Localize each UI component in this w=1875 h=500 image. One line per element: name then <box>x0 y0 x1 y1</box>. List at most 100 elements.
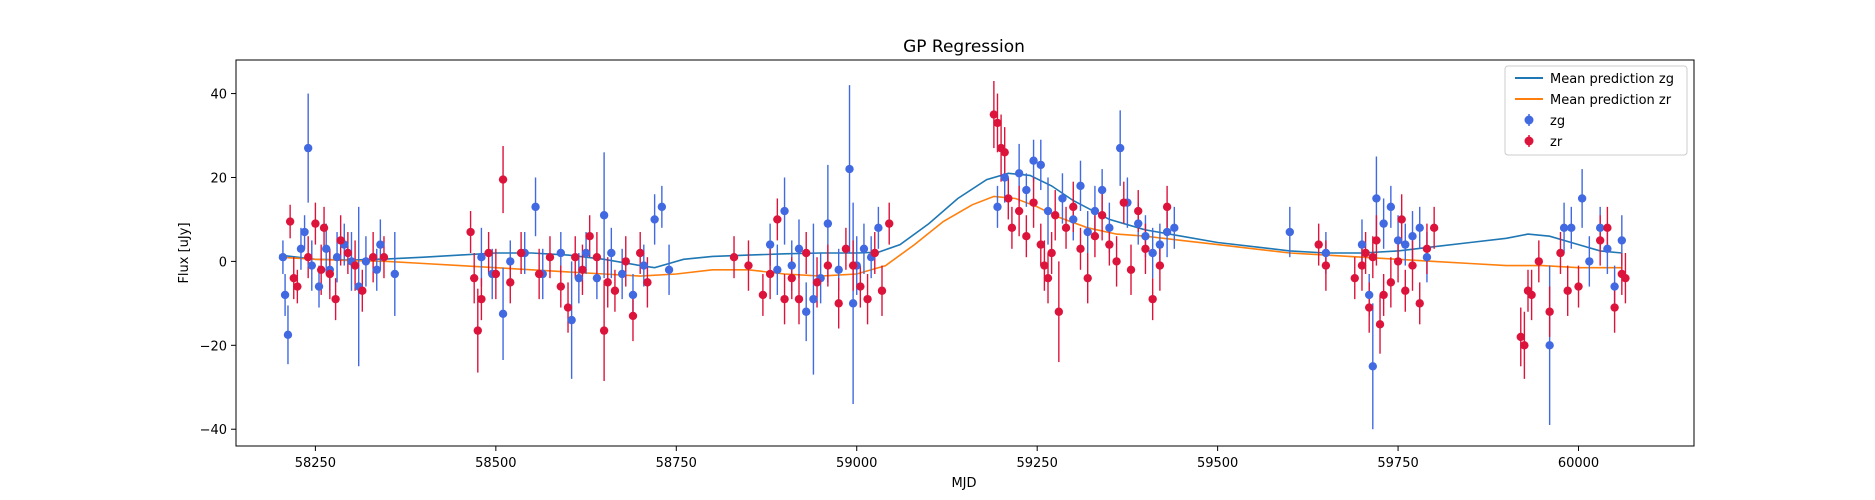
data-point-zr <box>1574 282 1583 291</box>
data-point-zr <box>823 261 833 270</box>
data-point-zg <box>1321 248 1331 258</box>
data-point-zr <box>1036 240 1045 249</box>
data-point-zr <box>1595 236 1605 245</box>
x-tick-label: 58750 <box>656 456 697 471</box>
data-point-zg <box>283 330 293 340</box>
x-tick-label: 58500 <box>475 456 516 471</box>
data-point-zr <box>1401 286 1410 295</box>
data-point-zr <box>578 265 587 274</box>
data-point-zr <box>643 278 652 287</box>
data-point-zr <box>1112 257 1121 266</box>
data-point-zr <box>621 257 630 266</box>
data-point-zr <box>758 290 768 300</box>
data-point-zr <box>599 326 609 335</box>
data-point-zr <box>1134 206 1143 216</box>
data-point-zr <box>498 175 508 184</box>
y-tick-label: −20 <box>200 339 227 354</box>
data-point-zg <box>657 202 667 212</box>
data-point-zr <box>856 282 865 291</box>
data-point-zr <box>1040 261 1049 270</box>
y-tick-label: 20 <box>210 171 227 186</box>
data-point-zg <box>639 261 649 270</box>
data-point-zg <box>773 265 782 274</box>
data-point-zr <box>1397 215 1406 224</box>
data-point-zg <box>1422 252 1432 262</box>
data-point-zg <box>1000 173 1009 182</box>
data-point-zg <box>1162 227 1172 237</box>
data-point-zg <box>1545 341 1554 350</box>
data-point-zg <box>332 252 342 262</box>
data-point-zr <box>1415 299 1424 308</box>
x-tick-label: 60000 <box>1558 456 1599 471</box>
data-point-zg <box>1357 240 1367 249</box>
data-point-zg <box>1076 181 1085 191</box>
data-point-zg <box>664 265 674 274</box>
data-point-zg <box>314 282 324 291</box>
data-point-zr <box>870 248 879 258</box>
data-point-zg <box>498 309 508 319</box>
data-point-zg <box>303 143 313 153</box>
data-point-zr <box>1621 273 1630 283</box>
data-point-zr <box>1379 290 1388 300</box>
data-point-zr <box>1076 244 1085 254</box>
data-point-zr <box>1014 206 1024 216</box>
legend-label-zr: zr <box>1550 135 1563 150</box>
data-point-zg <box>1415 223 1424 233</box>
data-point-zg <box>787 261 796 270</box>
data-point-zg <box>1364 290 1374 300</box>
legend: Mean prediction zg Mean prediction zr zg… <box>1504 65 1688 156</box>
data-point-zr <box>1375 320 1385 329</box>
data-point-zr <box>1090 232 1100 241</box>
mean-prediction-line-1 <box>279 195 1622 277</box>
data-point-zg <box>1379 219 1388 228</box>
data-point-zr <box>773 215 782 224</box>
data-point-zg <box>1148 248 1157 258</box>
data-point-zr <box>477 294 486 304</box>
legend-swatch-zr-point <box>1524 136 1534 146</box>
data-point-zr <box>1556 248 1565 258</box>
data-point-zr <box>1603 223 1612 233</box>
data-point-zr <box>1429 223 1439 233</box>
data-point-zg <box>1029 156 1038 165</box>
data-point-zr <box>1368 252 1378 262</box>
data-point-zr <box>336 236 345 245</box>
data-point-zr <box>989 110 999 119</box>
data-point-zg <box>1617 236 1627 245</box>
data-point-zr <box>744 261 753 270</box>
data-point-zg <box>834 265 843 274</box>
data-point-zr <box>1004 194 1013 203</box>
data-point-zg <box>1595 223 1605 233</box>
data-point-zr <box>841 244 851 254</box>
data-point-zg <box>1043 206 1053 216</box>
data-point-zr <box>1350 273 1359 283</box>
data-point-zr <box>1155 261 1165 270</box>
data-point-zr <box>1069 202 1078 212</box>
data-point-zg <box>650 215 659 224</box>
data-point-zr <box>563 303 573 312</box>
data-point-zr <box>1563 286 1572 295</box>
data-point-zr <box>1610 303 1619 312</box>
data-point-zg <box>845 164 854 174</box>
data-point-zr <box>812 278 822 287</box>
data-point-zg <box>1393 236 1403 245</box>
data-point-zr <box>1393 257 1403 266</box>
data-point-zg <box>859 244 869 254</box>
data-point-zg <box>1408 232 1417 241</box>
data-point-zr <box>1364 303 1374 312</box>
data-point-zr <box>473 326 482 335</box>
data-point-zg <box>581 248 591 258</box>
data-point-zr <box>331 294 340 304</box>
data-point-zr <box>1043 273 1053 283</box>
data-point-zg <box>1170 223 1179 233</box>
mean-prediction-line-0 <box>279 172 1622 269</box>
data-point-zg <box>1083 227 1092 237</box>
data-point-zr <box>379 252 389 262</box>
y-tick-label: −40 <box>200 423 227 438</box>
data-point-zr <box>1097 211 1107 220</box>
data-point-zr <box>1083 273 1092 283</box>
data-point-zr <box>787 273 796 283</box>
data-point-zg <box>1115 143 1125 153</box>
data-point-zr <box>491 269 501 279</box>
data-points <box>278 110 1630 371</box>
